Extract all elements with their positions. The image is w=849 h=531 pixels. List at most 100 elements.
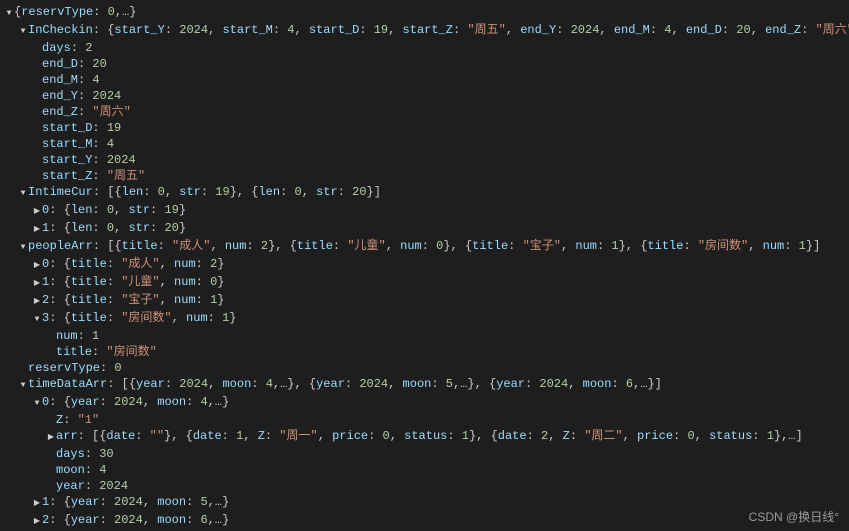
punctuation: : bbox=[78, 105, 92, 119]
tree-row[interactable]: ▶1: {year: 2024, moon: 5,…} bbox=[0, 494, 849, 512]
property-key: year bbox=[71, 395, 100, 409]
expand-arrow-right-icon[interactable]: ▶ bbox=[46, 430, 56, 446]
tree-row[interactable]: ▼timeDataArr: [{year: 2024, moon: 4,…}, … bbox=[0, 376, 849, 394]
number-value: 6 bbox=[626, 377, 633, 391]
property-key: num bbox=[225, 239, 247, 253]
punctuation: : bbox=[186, 395, 200, 409]
property-key: start_Y bbox=[114, 23, 164, 37]
punctuation: : bbox=[222, 429, 236, 443]
number-value: 2 bbox=[261, 239, 268, 253]
expand-arrow-down-icon[interactable]: ▼ bbox=[18, 240, 28, 256]
tree-row[interactable]: ▶arr: [{date: ""}, {date: 1, Z: "周一", pr… bbox=[0, 428, 849, 446]
punctuation: : bbox=[722, 23, 736, 37]
expand-arrow-right-icon[interactable]: ▶ bbox=[32, 258, 42, 274]
tree-row[interactable]: ▼peopleArr: [{title: "成人", num: 2}, {tit… bbox=[0, 238, 849, 256]
expand-arrow-down-icon[interactable]: ▼ bbox=[32, 396, 42, 412]
tree-row[interactable]: ▼3: {title: "房间数", num: 1} bbox=[0, 310, 849, 328]
punctuation: : bbox=[107, 275, 121, 289]
punctuation: , bbox=[165, 185, 179, 199]
property-key: title bbox=[122, 239, 158, 253]
property-key: days bbox=[56, 447, 85, 461]
punctuation: ,…} bbox=[208, 513, 230, 527]
property-key: status bbox=[709, 429, 752, 443]
expand-arrow-right-icon[interactable]: ▶ bbox=[32, 496, 42, 512]
property-key: InCheckin bbox=[28, 23, 93, 37]
punctuation: : bbox=[570, 429, 584, 443]
number-value: 1 bbox=[92, 329, 99, 343]
property-key: arr bbox=[56, 429, 78, 443]
number-value: 1 bbox=[611, 239, 618, 253]
punctuation: : bbox=[78, 73, 92, 87]
punctuation: : bbox=[422, 239, 436, 253]
number-value: 19 bbox=[215, 185, 229, 199]
punctuation: , bbox=[208, 23, 222, 37]
expand-arrow-down-icon[interactable]: ▼ bbox=[18, 186, 28, 202]
tree-row[interactable]: ▶0: {len: 0, str: 19} bbox=[0, 202, 849, 220]
tree-row: end_Y: 2024 bbox=[0, 88, 849, 104]
tree-row[interactable]: ▶1: {title: "儿童", num: 0} bbox=[0, 274, 849, 292]
number-value: 4 bbox=[99, 463, 106, 477]
property-key: title bbox=[472, 239, 508, 253]
number-value: 30 bbox=[99, 447, 113, 461]
number-value: 19 bbox=[107, 121, 121, 135]
punctuation: : bbox=[650, 23, 664, 37]
tree-row[interactable]: ▶2: {year: 2024, moon: 6,…} bbox=[0, 512, 849, 530]
tree-row[interactable]: ▼IntimeCur: [{len: 0, str: 19}, {len: 0,… bbox=[0, 184, 849, 202]
expand-arrow-right-icon[interactable]: ▶ bbox=[32, 204, 42, 220]
tree-row[interactable]: ▼{reservType: 0,…} bbox=[0, 4, 849, 22]
arrow-placeholder bbox=[32, 88, 42, 104]
number-value: 20 bbox=[352, 185, 366, 199]
punctuation: : bbox=[100, 513, 114, 527]
tree-row[interactable]: ▶2: {title: "宝子", num: 1} bbox=[0, 292, 849, 310]
number-value: 0 bbox=[107, 203, 114, 217]
number-value: 0 bbox=[383, 429, 390, 443]
expand-arrow-right-icon[interactable]: ▶ bbox=[32, 294, 42, 310]
punctuation: : bbox=[453, 23, 467, 37]
expand-arrow-right-icon[interactable]: ▶ bbox=[32, 276, 42, 292]
arrow-placeholder bbox=[32, 152, 42, 168]
string-value: "周五" bbox=[107, 169, 145, 183]
number-value: 1 bbox=[799, 239, 806, 253]
property-key: title bbox=[71, 311, 107, 325]
tree-row[interactable]: ▼InCheckin: {start_Y: 2024, start_M: 4, … bbox=[0, 22, 849, 40]
arrow-placeholder bbox=[32, 56, 42, 72]
arrow-placeholder bbox=[32, 104, 42, 120]
property-key: end_D bbox=[686, 23, 722, 37]
tree-row[interactable]: ▼0: {year: 2024, moon: 4,…} bbox=[0, 394, 849, 412]
punctuation: : bbox=[431, 377, 445, 391]
property-key: num bbox=[400, 239, 422, 253]
number-value: 20 bbox=[164, 221, 178, 235]
arrow-placeholder bbox=[32, 120, 42, 136]
number-value: 20 bbox=[736, 23, 750, 37]
punctuation: : bbox=[196, 275, 210, 289]
string-value: "房间数" bbox=[698, 239, 748, 253]
punctuation: , bbox=[143, 395, 157, 409]
arrow-placeholder bbox=[46, 344, 56, 360]
punctuation: }, { bbox=[230, 185, 259, 199]
tree-row[interactable]: ▶0: {title: "成人", num: 2} bbox=[0, 256, 849, 274]
expand-arrow-down-icon[interactable]: ▼ bbox=[4, 6, 14, 22]
punctuation: : bbox=[784, 239, 798, 253]
expand-arrow-down-icon[interactable]: ▼ bbox=[32, 312, 42, 328]
object-tree: ▼{reservType: 0,…}▼InCheckin: {start_Y: … bbox=[0, 4, 849, 530]
property-key: year bbox=[71, 495, 100, 509]
property-key: moon bbox=[157, 395, 186, 409]
expand-arrow-down-icon[interactable]: ▼ bbox=[18, 24, 28, 40]
number-value: 2024 bbox=[179, 23, 208, 37]
expand-arrow-down-icon[interactable]: ▼ bbox=[18, 378, 28, 394]
string-value: "成人" bbox=[172, 239, 210, 253]
tree-row[interactable]: ▶1: {len: 0, str: 20} bbox=[0, 220, 849, 238]
number-value: 0 bbox=[108, 5, 115, 19]
punctuation: },…] bbox=[774, 429, 803, 443]
punctuation: : bbox=[527, 429, 541, 443]
number-value: 4 bbox=[200, 395, 207, 409]
punctuation: : bbox=[92, 345, 106, 359]
punctuation: : bbox=[186, 495, 200, 509]
string-value: "房间数" bbox=[121, 311, 171, 325]
punctuation: : bbox=[78, 57, 92, 71]
string-value: "周二" bbox=[584, 429, 622, 443]
string-value: "宝子" bbox=[121, 293, 159, 307]
expand-arrow-right-icon[interactable]: ▶ bbox=[32, 222, 42, 238]
property-key: str bbox=[128, 221, 150, 235]
expand-arrow-right-icon[interactable]: ▶ bbox=[32, 514, 42, 530]
